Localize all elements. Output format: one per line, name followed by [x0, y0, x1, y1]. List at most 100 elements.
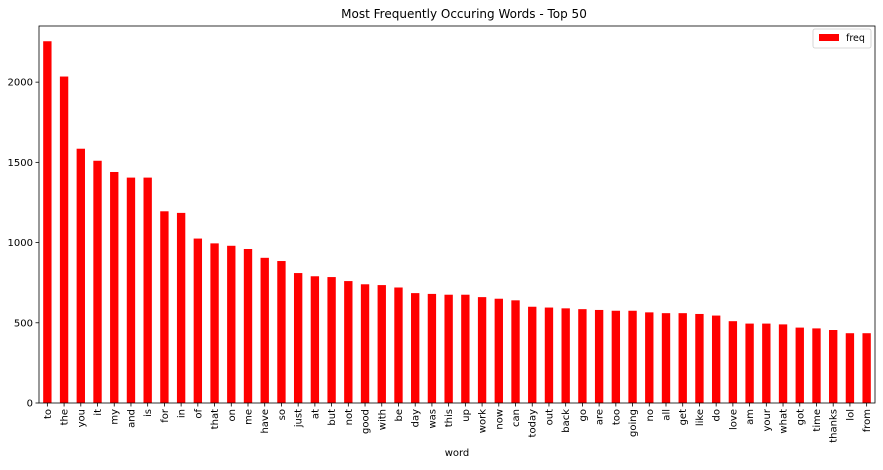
x-tick-label: lol	[845, 409, 856, 421]
legend-swatch	[819, 34, 839, 41]
x-tick-label: what	[779, 409, 790, 434]
x-tick-label: too	[611, 409, 622, 425]
legend-label: freq	[846, 33, 865, 44]
bar-now	[494, 298, 503, 403]
x-axis-label: word	[445, 448, 470, 459]
bar-up	[461, 294, 470, 403]
x-tick-label: in	[177, 409, 188, 418]
x-tick-label: me	[244, 409, 255, 425]
x-tick-label: can	[511, 409, 522, 427]
x-tick-label: going	[628, 409, 639, 437]
bar-but	[327, 277, 336, 403]
x-tick-label: go	[578, 409, 589, 421]
x-tick-label: thanks	[829, 409, 840, 443]
x-tick-label: do	[712, 409, 723, 421]
bar-with	[377, 285, 386, 403]
y-tick-label: 1500	[8, 158, 33, 169]
bar-got	[795, 327, 804, 403]
plot-frame	[38, 25, 876, 404]
x-tick-label: work	[478, 409, 489, 433]
x-tick-label: get	[678, 409, 689, 426]
x-tick-label: the	[60, 409, 71, 425]
x-tick-label: at	[310, 409, 321, 419]
x-tick-label: but	[327, 409, 338, 426]
bar-this	[444, 294, 453, 403]
bar-be	[394, 287, 403, 403]
x-tick-label: back	[561, 409, 572, 433]
bar-the	[59, 76, 69, 403]
bar-not	[344, 281, 353, 403]
x-tick-label: all	[662, 409, 673, 421]
bar-is	[143, 177, 152, 403]
bar-of	[193, 238, 203, 403]
bar-can	[511, 300, 520, 403]
x-tick-label: was	[427, 409, 438, 429]
bar-and	[126, 177, 136, 403]
bar-your	[762, 323, 771, 403]
y-tick-label: 1000	[8, 238, 33, 249]
bar-day	[411, 293, 420, 403]
x-tick-label: love	[728, 409, 739, 430]
bar-too	[611, 310, 621, 403]
bar-work	[477, 297, 487, 403]
bar-out	[544, 307, 554, 403]
bar-in	[176, 212, 186, 403]
x-tick-label: no	[645, 409, 656, 421]
legend: freq	[812, 28, 872, 49]
bar-go	[578, 309, 587, 403]
x-tick-label: not	[344, 409, 355, 425]
x-tick-label: and	[126, 409, 137, 428]
y-tick-label: 2000	[8, 78, 33, 89]
bar-was	[427, 293, 437, 403]
x-tick-label: be	[394, 409, 405, 422]
bar-on	[227, 245, 236, 403]
x-tick-label: my	[110, 409, 121, 425]
x-tick-label: this	[444, 409, 455, 427]
x-axis: to the you it my and is for in of that on me have so ju…	[43, 403, 873, 443]
bar-like	[695, 313, 704, 403]
chart-title: Most Frequently Occuring Words - Top 50	[341, 7, 587, 21]
bar-you	[76, 148, 85, 403]
x-tick-label: that	[210, 409, 221, 429]
bar-me	[243, 248, 253, 403]
bar-to	[43, 41, 52, 404]
bar-time	[812, 328, 821, 403]
x-tick-label: time	[812, 409, 823, 432]
bar-good	[360, 284, 370, 403]
bar-are	[594, 309, 604, 403]
bar-love	[728, 321, 738, 403]
bar-no	[645, 312, 654, 403]
x-tick-label: am	[745, 409, 756, 425]
bar-all	[661, 313, 671, 403]
bar-today	[528, 306, 537, 403]
x-tick-label: for	[160, 408, 171, 423]
bar-am	[745, 323, 754, 403]
bars-layer	[43, 41, 871, 404]
x-tick-label: are	[595, 409, 606, 425]
bar-what	[778, 324, 788, 403]
x-tick-label: so	[277, 409, 288, 420]
x-tick-label: up	[461, 409, 472, 422]
x-tick-label: it	[93, 409, 104, 416]
bar-thanks	[829, 330, 838, 403]
y-tick-label: 500	[14, 318, 33, 329]
bar-lol	[845, 333, 855, 403]
bar-from	[862, 333, 871, 403]
x-tick-label: is	[143, 409, 154, 417]
bar-back	[561, 308, 570, 403]
bar-going	[628, 310, 637, 403]
bar-it	[93, 160, 102, 403]
x-tick-label: out	[544, 409, 555, 425]
x-tick-label: with	[377, 409, 388, 430]
bar-have	[260, 257, 269, 403]
bar-for	[160, 211, 169, 403]
bar-do	[711, 315, 721, 403]
x-tick-label: of	[193, 409, 204, 419]
x-tick-label: you	[76, 409, 87, 427]
x-tick-label: from	[862, 409, 873, 432]
x-tick-label: today	[528, 409, 539, 438]
x-tick-label: got	[795, 409, 806, 425]
x-tick-label: good	[361, 409, 372, 434]
